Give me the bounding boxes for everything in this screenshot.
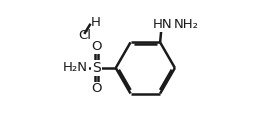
Text: O: O [92,82,102,95]
Text: H: H [90,16,100,29]
Text: NH₂: NH₂ [173,18,198,31]
Text: H₂N: H₂N [63,61,88,74]
Text: O: O [92,40,102,53]
Text: HN: HN [153,18,172,31]
Text: Cl: Cl [78,29,91,42]
Text: S: S [92,61,101,75]
